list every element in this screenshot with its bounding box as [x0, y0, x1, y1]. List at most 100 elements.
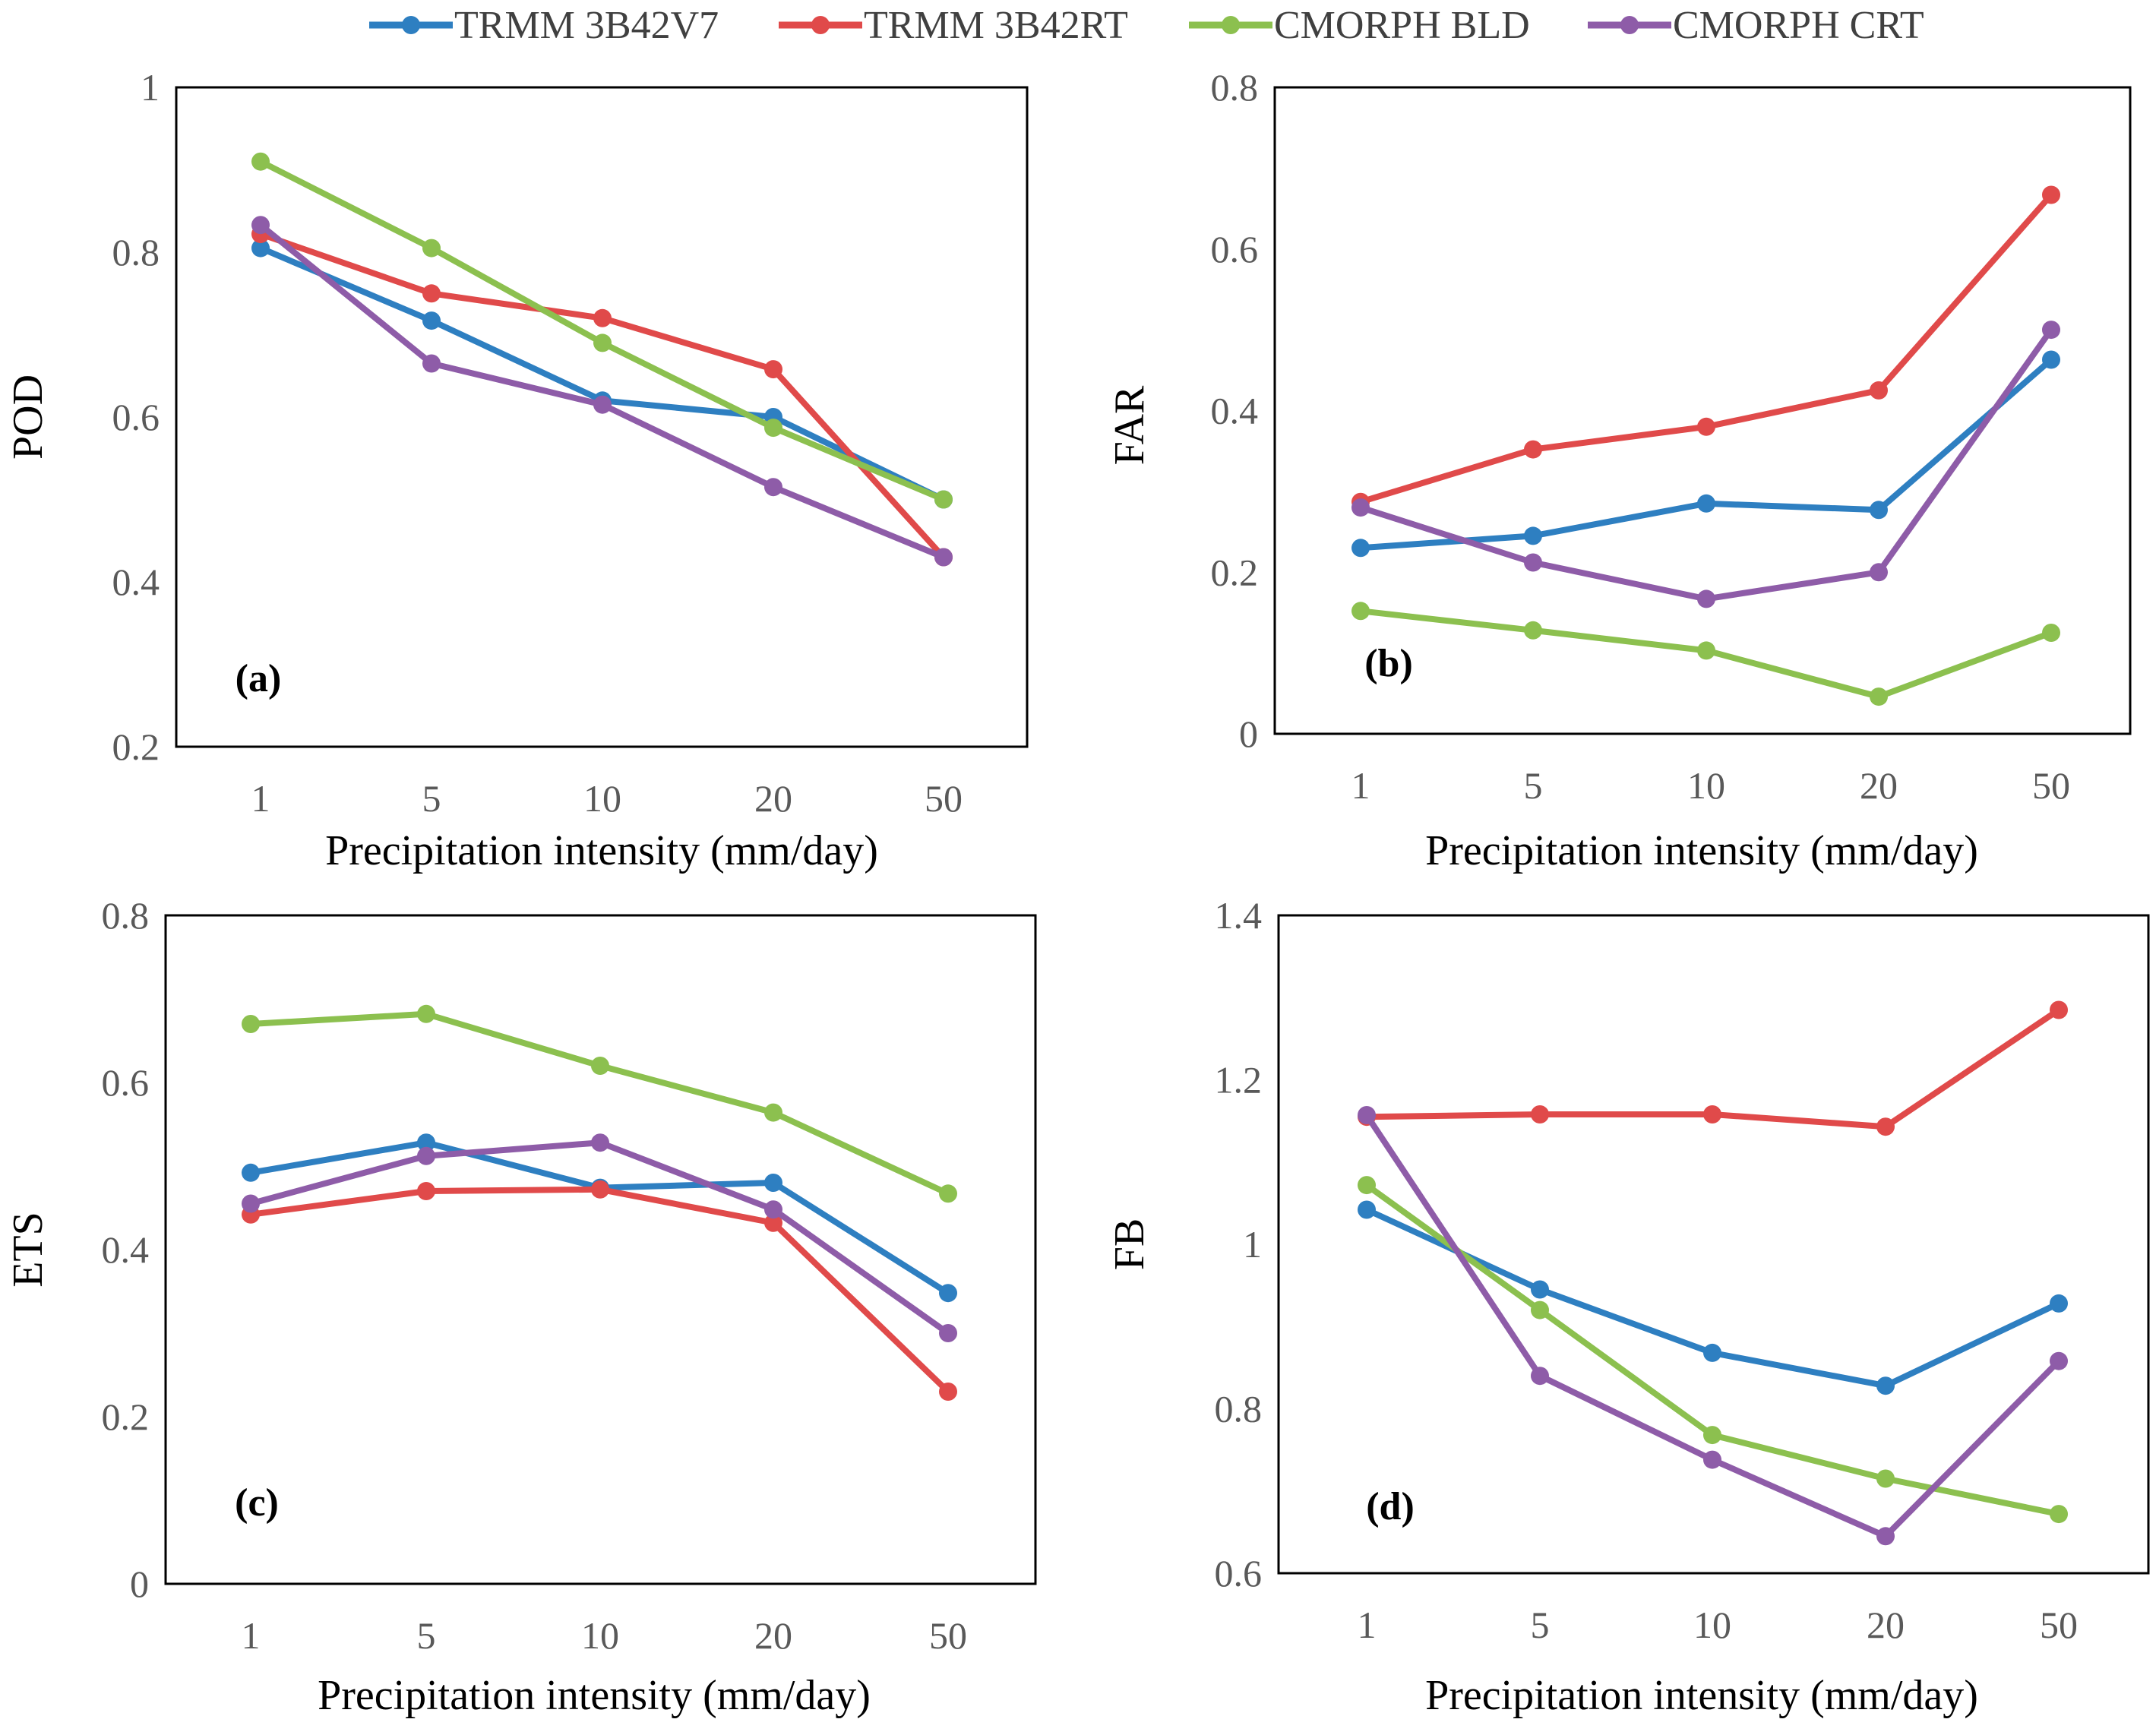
x-tick-label: 1 [251, 777, 270, 820]
data-point [1870, 381, 1888, 400]
data-point [1697, 641, 1715, 660]
data-point [593, 395, 612, 414]
data-point [1697, 494, 1715, 513]
data-point [1697, 589, 1715, 608]
x-tick-label: 5 [1531, 1604, 1550, 1646]
y-tick-label: 0.4 [1211, 390, 1259, 432]
series-cmorph-crt [242, 1133, 957, 1342]
data-point [1876, 1527, 1895, 1546]
y-tick-label: 0.8 [1215, 1388, 1263, 1430]
x-tick-label: 20 [1860, 764, 1898, 807]
data-point [939, 1324, 957, 1342]
legend-item-trmm-3b42v7: TRMM 3B42V7 [369, 4, 719, 47]
data-point [2050, 1294, 2068, 1313]
x-tick-label: 1 [1358, 1604, 1377, 1646]
panel-tag: (d) [1366, 1485, 1415, 1528]
panel-d: FB Precipitation intensity (mm/day) (d) … [1106, 894, 2150, 1719]
panel-tag: (c) [235, 1481, 279, 1525]
data-point [591, 1133, 609, 1152]
data-point [939, 1284, 957, 1303]
data-point [593, 308, 612, 327]
data-point [1703, 1105, 1721, 1123]
x-axis-title: Precipitation intensity (mm/day) [325, 827, 878, 874]
panel-b: FAR Precipitation intensity (mm/day) (b)… [1106, 66, 2132, 874]
x-axis-title: Precipitation intensity (mm/day) [1425, 827, 1978, 874]
data-point [417, 1004, 435, 1023]
data-point [1351, 602, 1370, 621]
data-point [1703, 1450, 1721, 1469]
series-line [1358, 327, 2054, 602]
legend-label: CMORPH BLD [1274, 4, 1530, 47]
series-line [248, 1139, 951, 1336]
series-line [248, 1139, 951, 1297]
data-point [764, 478, 782, 497]
legend-label: TRMM 3B42RT [864, 4, 1128, 47]
series-trmm-3b42v7 [1351, 350, 2060, 558]
legend-marker [402, 16, 420, 34]
panel-tag: (b) [1364, 642, 1413, 685]
x-tick-label: 20 [754, 777, 792, 820]
panel-tag: (a) [236, 657, 282, 700]
data-point [1703, 1426, 1721, 1445]
y-tick-label: 1 [1243, 1223, 1262, 1266]
data-point [1703, 1343, 1721, 1362]
data-point [934, 548, 953, 567]
data-point [1876, 1376, 1895, 1395]
data-point [1870, 501, 1888, 520]
x-tick-label: 1 [242, 1614, 261, 1657]
series-cmorph-bld [242, 1004, 957, 1203]
series-trmm-3b42v7 [251, 239, 953, 509]
data-point [2050, 1351, 2068, 1370]
x-axis-title: Precipitation intensity (mm/day) [1425, 1672, 1978, 1719]
data-point [422, 311, 441, 330]
plot-frame [175, 86, 1029, 748]
data-point [417, 1182, 435, 1200]
y-axis-title: ETS [5, 1212, 52, 1288]
legend-item-trmm-3b42rt: TRMM 3B42RT [779, 4, 1128, 47]
data-point [1876, 1117, 1895, 1136]
data-point [1524, 440, 1542, 459]
x-tick-label: 5 [1524, 764, 1543, 807]
data-point [422, 284, 441, 303]
y-tick-label: 1.4 [1215, 894, 1263, 937]
data-point [1697, 417, 1715, 436]
data-point [593, 333, 612, 352]
data-point [2050, 1505, 2068, 1524]
data-point [764, 1200, 782, 1219]
data-point [251, 216, 270, 235]
plot-frame [1273, 86, 2132, 735]
legend-marker [811, 16, 830, 34]
data-point [2042, 185, 2060, 204]
series-line [1364, 1112, 2062, 1540]
y-tick-label: 0.2 [112, 725, 160, 768]
data-point [242, 1015, 260, 1033]
series-line [258, 245, 947, 503]
x-tick-label: 10 [581, 1614, 619, 1657]
x-tick-label: 5 [417, 1614, 436, 1657]
y-tick-label: 0.2 [1211, 551, 1259, 593]
data-point [1870, 687, 1888, 706]
y-axis-title: POD [5, 374, 52, 460]
data-point [1358, 1176, 1376, 1195]
y-tick-label: 0.8 [112, 231, 160, 273]
data-point [1531, 1280, 1549, 1299]
y-tick-label: 0.4 [112, 561, 160, 603]
data-point [1351, 498, 1370, 517]
data-point [1870, 563, 1888, 582]
data-point [1358, 1106, 1376, 1124]
series-trmm-3b42v7 [242, 1133, 957, 1303]
legend-label: CMORPH CRT [1673, 4, 1924, 47]
x-tick-label: 50 [2032, 764, 2070, 807]
data-point [1524, 526, 1542, 545]
data-point [1876, 1469, 1895, 1488]
series-line [1358, 356, 2054, 551]
series-trmm-3b42rt [242, 1180, 957, 1401]
data-point [251, 152, 270, 171]
data-point [1531, 1300, 1549, 1319]
legend-marker [1222, 16, 1240, 34]
x-tick-label: 10 [583, 777, 621, 820]
series-line [248, 1186, 951, 1395]
x-tick-label: 1 [1351, 764, 1370, 807]
data-point [417, 1133, 435, 1152]
